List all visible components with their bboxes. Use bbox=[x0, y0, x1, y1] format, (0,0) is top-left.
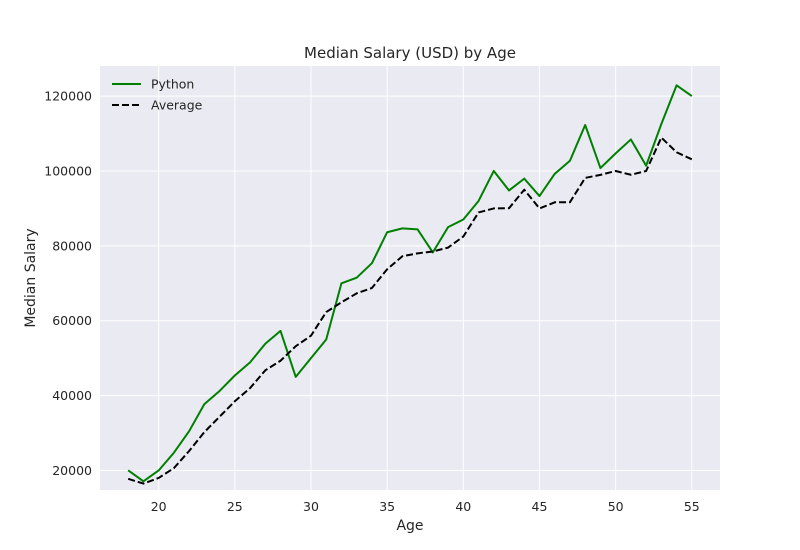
x-tick-label: 35 bbox=[379, 499, 395, 514]
series-lines bbox=[127, 84, 693, 485]
legend-label-average: Average bbox=[151, 98, 203, 113]
x-tick-label: 30 bbox=[303, 499, 319, 514]
y-tick-label: 40000 bbox=[52, 388, 92, 403]
x-tick-label: 45 bbox=[532, 499, 548, 514]
x-tick-label: 50 bbox=[608, 499, 624, 514]
y-tick-labels: 20000 40000 60000 80000 100000 120000 bbox=[44, 89, 92, 478]
y-axis-label: Median Salary bbox=[23, 228, 39, 327]
chart-title: Median Salary (USD) by Age bbox=[304, 44, 516, 62]
y-tick-label: 60000 bbox=[52, 313, 92, 328]
y-tick-label: 20000 bbox=[52, 463, 92, 478]
y-tick-label: 100000 bbox=[44, 163, 92, 178]
x-tick-label: 20 bbox=[151, 499, 167, 514]
legend: Python Average bbox=[112, 77, 203, 113]
legend-label-python: Python bbox=[151, 77, 194, 92]
x-tick-label: 40 bbox=[455, 499, 471, 514]
plot-background bbox=[100, 66, 720, 490]
x-tick-label: 55 bbox=[684, 499, 700, 514]
series-line-average bbox=[127, 136, 693, 485]
x-tick-labels: 20 25 30 35 40 45 50 55 bbox=[151, 499, 700, 514]
series-line-python bbox=[127, 84, 693, 483]
y-tick-label: 120000 bbox=[44, 89, 92, 104]
y-tick-label: 80000 bbox=[52, 238, 92, 253]
x-tick-label: 25 bbox=[227, 499, 243, 514]
x-axis-label: Age bbox=[396, 518, 423, 534]
